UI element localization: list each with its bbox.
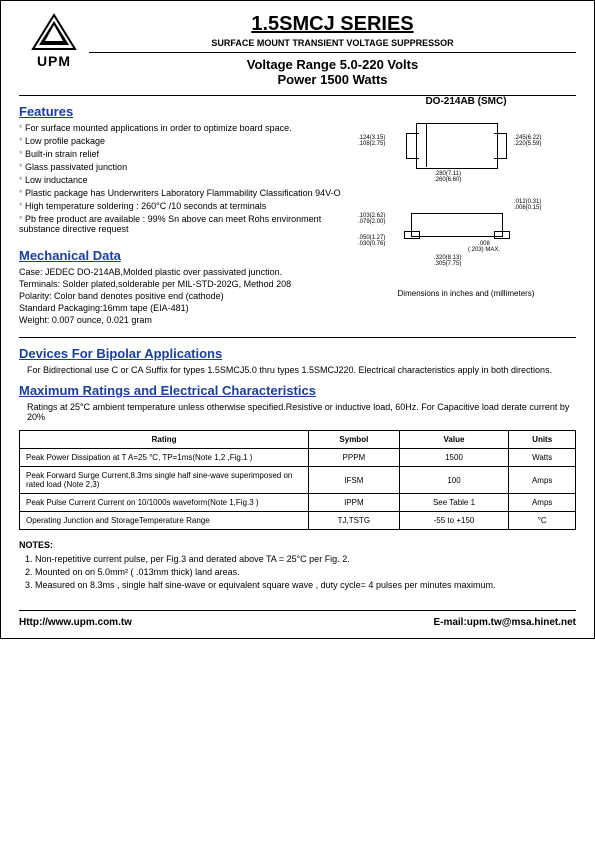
dim-text: .320(8.13).305(7.75) bbox=[434, 255, 461, 267]
package-diagram: .124(3.15).108(2.75) .245(6.22).220(5.59… bbox=[356, 113, 576, 283]
feature-item: Pb free product are available : 99% Sn a… bbox=[19, 214, 356, 234]
dim-text: .050(1.27).030(0.76) bbox=[358, 235, 385, 247]
dim-text: .103(2.62).079(2.00) bbox=[358, 213, 385, 225]
dim-text: .012(0.31).006(0.15) bbox=[514, 199, 541, 211]
table-row: Peak Forward Surge Current,8.3ms single … bbox=[20, 467, 576, 494]
feature-item: Low profile package bbox=[19, 136, 356, 146]
mechanical-item: Polarity: Color band denotes positive en… bbox=[19, 291, 356, 301]
ratings-title: Maximum Ratings and Electrical Character… bbox=[19, 383, 576, 398]
mechanical-item: Standard Packaging:16mm tape (EIA-481) bbox=[19, 303, 356, 313]
notes-list: 1. Non-repetitive current pulse, per Fig… bbox=[25, 554, 576, 590]
dim-text: .280(7.11).260(6.60) bbox=[434, 171, 461, 183]
dimension-note: Dimensions in inches and (millimeters) bbox=[356, 289, 576, 298]
footer: Http://www.upm.com.tw E-mail:upm.tw@msa.… bbox=[19, 610, 576, 628]
footer-url[interactable]: Http://www.upm.com.tw bbox=[19, 617, 132, 628]
feature-item: Glass passivated junction bbox=[19, 162, 356, 172]
features-list: For surface mounted applications in orde… bbox=[19, 123, 356, 234]
features-mechanical-block: Features For surface mounted application… bbox=[19, 96, 576, 338]
feature-item: High temperature soldering : 260°C /10 s… bbox=[19, 201, 356, 211]
bipolar-text: For Bidirectional use C or CA Suffix for… bbox=[27, 365, 576, 375]
note-item: 1. Non-repetitive current pulse, per Fig… bbox=[25, 554, 576, 564]
features-title: Features bbox=[19, 104, 356, 119]
mechanical-item: Weight: 0.007 ounce, 0.021 gram bbox=[19, 315, 356, 325]
ratings-intro: Ratings at 25°C ambient temperature unle… bbox=[27, 402, 576, 422]
title-block: 1.5SMCJ SERIES SURFACE MOUNT TRANSIENT V… bbox=[89, 13, 576, 87]
mechanical-title: Mechanical Data bbox=[19, 248, 356, 263]
col-symbol: Symbol bbox=[309, 431, 400, 449]
title-subtitle: SURFACE MOUNT TRANSIENT VOLTAGE SUPPRESS… bbox=[89, 38, 576, 48]
col-rating: Rating bbox=[20, 431, 309, 449]
mechanical-list: Case: JEDEC DO-214AB,Molded plastic over… bbox=[19, 267, 356, 325]
ratings-table: Rating Symbol Value Units Peak Power Dis… bbox=[19, 430, 576, 530]
table-row: Peak Power Dissipation at T A=25 °C, TP=… bbox=[20, 449, 576, 467]
title-main: 1.5SMCJ SERIES bbox=[89, 13, 576, 36]
package-label: DO-214AB (SMC) bbox=[356, 96, 576, 107]
col-units: Units bbox=[509, 431, 576, 449]
dim-text: .124(3.15).108(2.75) bbox=[358, 135, 385, 147]
dim-text: .245(6.22).220(5.59) bbox=[514, 135, 541, 147]
datasheet-page: UPM 1.5SMCJ SERIES SURFACE MOUNT TRANSIE… bbox=[0, 0, 595, 639]
logo-icon bbox=[29, 13, 79, 51]
table-row: Operating Junction and StorageTemperatur… bbox=[20, 512, 576, 530]
bipolar-title: Devices For Bipolar Applications bbox=[19, 346, 576, 361]
package-diagram-block: DO-214AB (SMC) .124(3.15).108(2.75) .245… bbox=[356, 96, 576, 327]
table-row: Peak Pulse Current Current on 10/1000s w… bbox=[20, 494, 576, 512]
feature-item: Built-in strain relief bbox=[19, 149, 356, 159]
logo-block: UPM bbox=[19, 13, 89, 69]
note-item: 3. Measured on 8.3ms , single half sine-… bbox=[25, 580, 576, 590]
feature-item: Plastic package has Underwriters Laborat… bbox=[19, 188, 356, 198]
dim-text: .008(.203) MAX. bbox=[468, 241, 500, 253]
features-left: Features For surface mounted application… bbox=[19, 96, 356, 327]
title-voltage: Voltage Range 5.0-220 Volts bbox=[89, 52, 576, 72]
footer-email[interactable]: E-mail:upm.tw@msa.hinet.net bbox=[433, 617, 576, 628]
feature-item: For surface mounted applications in orde… bbox=[19, 123, 356, 133]
feature-item: Low inductance bbox=[19, 175, 356, 185]
table-header-row: Rating Symbol Value Units bbox=[20, 431, 576, 449]
mechanical-item: Terminals: Solder plated,solderable per … bbox=[19, 279, 356, 289]
note-item: 2. Mounted on on 5.0mm² ( .013mm thick) … bbox=[25, 567, 576, 577]
logo-text: UPM bbox=[19, 53, 89, 69]
title-power: Power 1500 Watts bbox=[89, 72, 576, 87]
col-value: Value bbox=[399, 431, 509, 449]
header: UPM 1.5SMCJ SERIES SURFACE MOUNT TRANSIE… bbox=[19, 13, 576, 96]
mechanical-item: Case: JEDEC DO-214AB,Molded plastic over… bbox=[19, 267, 356, 277]
notes-title: NOTES: bbox=[19, 540, 576, 550]
